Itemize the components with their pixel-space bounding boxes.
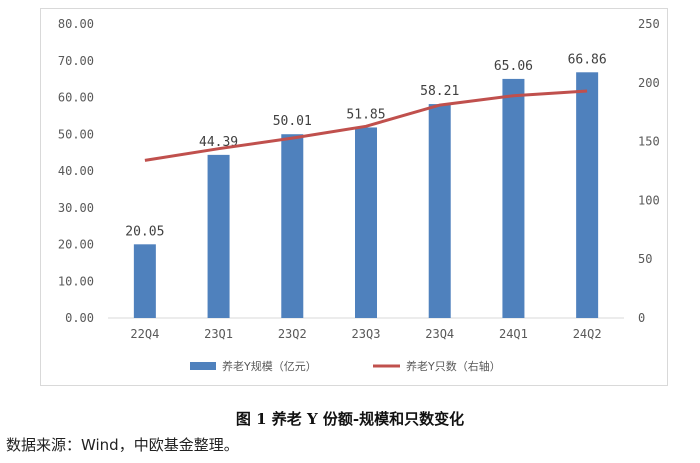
left-tick-label: 60.00 (58, 91, 94, 105)
legend-bar-label: 养老Y规模（亿元） (222, 359, 317, 373)
right-tick-label: 150 (638, 135, 660, 149)
left-tick-label: 80.00 (58, 17, 94, 31)
x-tick-label: 22Q4 (130, 327, 159, 341)
bar-data-label: 65.06 (494, 59, 533, 74)
bar-24Q1 (502, 78, 525, 318)
left-tick-label: 40.00 (58, 164, 94, 178)
bar-23Q4 (428, 104, 451, 318)
x-tick-label: 23Q4 (425, 327, 454, 341)
left-axis-ticks: 0.00 10.00 20.00 30.00 40.00 50.00 60.00 70.00 8… (58, 17, 94, 325)
line-series-path (144, 89, 588, 162)
left-tick-label: 70.00 (58, 54, 94, 68)
combo-chart: 0.00 10.00 20.00 30.00 40.00 50.00 60.00 70.00 8… (58, 17, 660, 373)
left-tick-label: 0.00 (65, 311, 94, 325)
bar-data-label: 51.85 (346, 107, 385, 122)
x-axis-ticks: 22Q4 23Q1 23Q2 23Q3 23Q4 24Q1 24Q2 (130, 327, 601, 341)
left-tick-label: 20.00 (58, 238, 94, 252)
x-tick-label: 23Q1 (204, 327, 233, 341)
right-tick-label: 200 (638, 76, 660, 90)
bar-23Q2 (281, 134, 304, 318)
x-tick-label: 24Q1 (499, 327, 528, 341)
right-tick-label: 50 (638, 252, 652, 266)
right-tick-label: 100 (638, 193, 660, 207)
legend-line-label: 养老Y只数（右轴） (406, 359, 501, 373)
bar-data-label: 20.05 (125, 224, 164, 239)
bar-data-label: 66.86 (568, 52, 607, 67)
left-tick-label: 10.00 (58, 274, 94, 288)
right-tick-label: 250 (638, 17, 660, 31)
figure-caption: 图 1 养老 Y 份额-规模和只数变化 (235, 410, 465, 428)
right-tick-label: 0 (638, 311, 645, 325)
bar-22Q4 (133, 244, 156, 318)
bar-data-label: 58.21 (420, 84, 459, 99)
bar-data-label: 50.01 (273, 114, 312, 129)
legend: 养老Y规模（亿元） 养老Y只数（右轴） (190, 359, 501, 373)
right-axis-ticks: 0 50 100 150 200 250 (638, 17, 660, 325)
bar-23Q3 (355, 127, 377, 318)
source-note: 数据来源：Wind，中欧基金整理。 (6, 436, 239, 454)
bar-24Q2 (576, 72, 599, 319)
left-tick-label: 50.00 (58, 127, 94, 141)
left-tick-label: 30.00 (58, 201, 94, 215)
bar-series (133, 72, 599, 319)
x-tick-label: 23Q2 (278, 327, 307, 341)
x-tick-label: 23Q3 (352, 327, 381, 341)
bar-23Q1 (207, 154, 230, 318)
chart-frame (40, 8, 668, 386)
x-tick-label: 24Q2 (573, 327, 602, 341)
legend-bar-swatch (190, 362, 216, 370)
